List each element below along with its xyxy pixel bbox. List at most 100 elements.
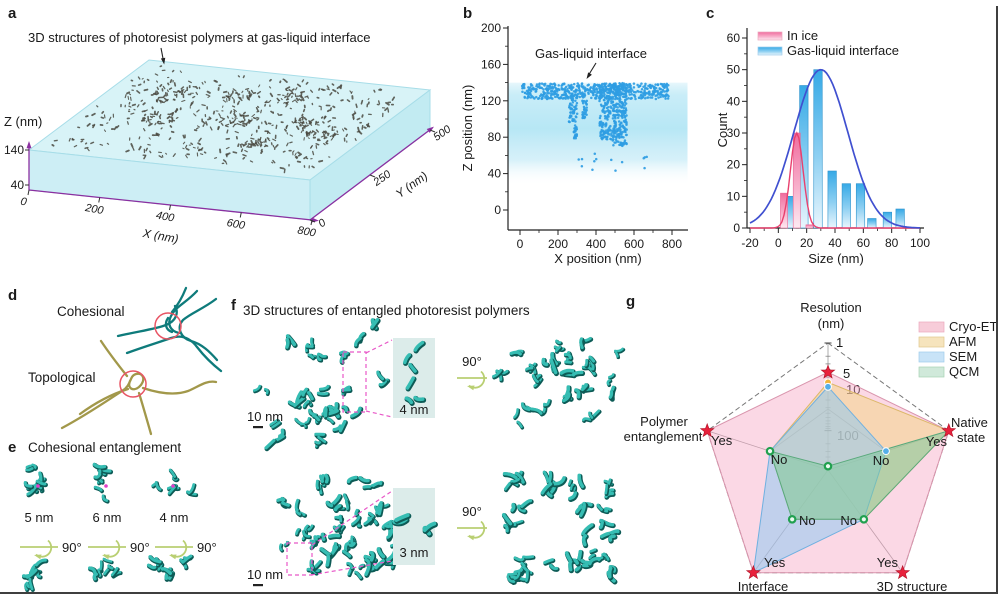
legend-label-sem: SEM [949,349,977,364]
panel-e-title: Cohesional entanglement [28,440,181,455]
size-label-2: 6 nm [93,510,122,525]
tick-label: 0 [733,221,740,235]
tick-label: 800 [296,225,317,240]
tick-label: 30 [727,126,741,140]
panel-e-letter: e [8,439,16,456]
panel-f-title: 3D structures of entangled photoresist p… [243,303,530,318]
tick-label: No [799,513,816,528]
size-label-1: 5 nm [25,510,54,525]
panel-b-x-axis-label: X position (nm) [554,251,641,266]
panel-c-x-axis-label: Size (nm) [808,251,864,266]
tick-label: 160 [481,57,501,71]
tick-label: 40 [727,94,741,108]
legend-swatch-in-ice [757,31,783,41]
tick-label: 600 [226,217,247,232]
radar-axis-resolution-line2: (nm) [818,316,845,331]
panel-e-structures: 90° 90° 90° [20,462,217,593]
inset-label-4nm: 4 nm [400,402,429,417]
tick-label: 60 [857,236,871,250]
tick-label: 0 [494,203,501,217]
tick-label: 0 [775,236,782,250]
tick-label: 80 [885,236,899,250]
figure-border-right [996,6,998,594]
topological-label: Topological [28,370,96,385]
radar-axis-polymer-line2: entanglement [624,429,703,444]
legend-swatch-cryo-et [918,321,945,333]
radar-axis-native-line2: state [957,430,985,445]
tick-label: 0 [19,196,28,209]
panel-b-letter: b [463,5,472,22]
inset-label-3nm: 3 nm [400,545,429,560]
histogram-bars [780,69,905,229]
tick-label: 20 [800,236,814,250]
tick-label: No [873,453,890,468]
panel-f-letter: f [231,297,237,314]
tick-label: 40 [11,178,25,192]
z-axis-label: Z (nm) [4,114,42,129]
tick-label: 200 [548,237,568,251]
legend-label-afm: AFM [949,334,976,349]
tick-label: 20 [727,158,741,172]
legend-label-gas-liquid: Gas-liquid interface [787,43,899,58]
tick-label: 400 [586,237,606,251]
panel-d-entanglement-schematic [60,286,223,436]
panel-c-y-axis-label: Count [715,112,730,147]
legend-swatch-sem [918,351,945,363]
y-axis-label: Y (nm) [393,169,430,201]
tick-label: 60 [727,31,741,45]
legend-swatch-qcm [918,366,945,378]
panel-b-y-axis-label: Z position (nm) [460,85,475,172]
tick-label: 40 [488,167,502,181]
legend-label-cryo-et: Cryo-ET [949,319,997,334]
tick-label: 90° [462,354,482,369]
tick-label: Yes [877,555,899,570]
radar-axis-3d-structure: 3D structure [877,579,948,594]
scale-bar-label-top: 10 nm [247,409,283,424]
size-label-3: 4 nm [160,510,189,525]
legend-label-qcm: QCM [949,364,979,379]
tick-label: Yes [926,434,948,449]
tick-label: 5 [843,366,850,381]
tick-label: 40 [828,236,842,250]
tick-label: 90° [130,540,150,555]
radar-axis-interface: Interface [738,579,789,594]
radar-axis-native-line1: Native [951,415,988,430]
tick-label: Yes [711,433,733,448]
tick-label: 200 [481,21,501,35]
tick-label: 800 [662,237,682,251]
tick-label: 200 [83,202,105,217]
legend-label-in-ice: In ice [787,28,818,43]
tick-label: 0 [316,216,329,230]
tick-label: 90° [197,540,217,555]
tick-label: 500 [431,123,454,144]
tick-label: 80 [488,130,502,144]
tick-label: 400 [155,210,176,225]
x-axis-label: X (nm) [141,226,180,246]
tick-label: 90° [462,504,482,519]
scatter-points [520,81,670,172]
panel-b-annotation: Gas-liquid interface [535,46,647,61]
legend-swatch-afm [918,336,945,348]
scale-bar-bottom [253,584,263,587]
radar-axis-resolution-line1: Resolution [800,300,861,315]
tick-label: 0 [517,237,524,251]
scale-bar-label-bottom: 10 nm [247,567,283,582]
tick-label: No [771,452,788,467]
panel-c-letter: c [706,5,714,22]
scale-bar-top [253,426,263,429]
tick-label: Yes [764,555,786,570]
panel-f-structures: 90° 90° [252,318,626,586]
tick-label: 120 [481,94,501,108]
tick-label: 50 [727,63,741,77]
cohesional-label: Cohesional [57,304,125,319]
tick-label: 100 [910,236,930,250]
panel-b-scatter-plot: 0 40 80 120 160 200 0 200 400 600 800 [481,21,688,251]
tick-label: 1 [836,335,843,350]
panel-g-radar-chart: 1510100YesYesYesYesNoNoNoNo [699,335,957,580]
tick-label: -20 [741,236,759,250]
tick-label: 90° [62,540,82,555]
